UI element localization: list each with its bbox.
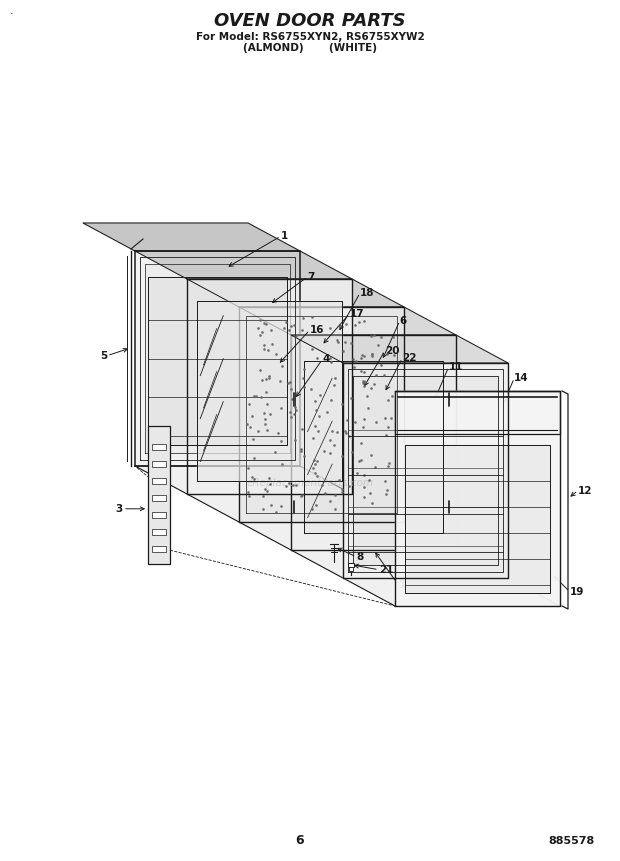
Text: 1: 1 bbox=[281, 232, 288, 241]
Bar bbox=[152, 495, 166, 501]
Polygon shape bbox=[187, 279, 352, 494]
Polygon shape bbox=[343, 363, 508, 578]
Text: eReplacementParts.com: eReplacementParts.com bbox=[246, 478, 374, 488]
Text: .: . bbox=[10, 6, 14, 16]
Bar bbox=[349, 567, 353, 571]
Text: 8: 8 bbox=[356, 552, 363, 561]
Polygon shape bbox=[83, 223, 300, 251]
Text: 12: 12 bbox=[578, 486, 593, 495]
Text: For Model: RS6755XYN2, RS6755XYW2: For Model: RS6755XYN2, RS6755XYW2 bbox=[196, 32, 424, 42]
Bar bbox=[152, 529, 166, 535]
Polygon shape bbox=[145, 264, 290, 453]
Polygon shape bbox=[239, 307, 456, 335]
Text: 5: 5 bbox=[100, 350, 107, 361]
Text: 885578: 885578 bbox=[549, 836, 595, 846]
Bar bbox=[152, 461, 166, 467]
Polygon shape bbox=[405, 445, 550, 593]
Polygon shape bbox=[187, 279, 404, 307]
Polygon shape bbox=[353, 376, 498, 565]
Text: 10: 10 bbox=[399, 580, 413, 590]
Bar bbox=[152, 444, 166, 450]
Bar bbox=[152, 546, 166, 552]
Polygon shape bbox=[135, 251, 352, 279]
Text: 17: 17 bbox=[350, 309, 364, 319]
Text: 20: 20 bbox=[385, 346, 399, 356]
Polygon shape bbox=[148, 276, 287, 444]
Text: 16: 16 bbox=[310, 325, 324, 335]
Text: 4: 4 bbox=[322, 355, 330, 364]
Text: 3: 3 bbox=[116, 504, 123, 514]
Polygon shape bbox=[135, 466, 560, 606]
Text: 11: 11 bbox=[449, 362, 463, 372]
Text: 22: 22 bbox=[402, 353, 417, 363]
Polygon shape bbox=[291, 335, 456, 550]
Text: 6: 6 bbox=[400, 316, 407, 325]
Bar bbox=[348, 563, 354, 567]
Bar bbox=[148, 426, 170, 564]
Text: 21: 21 bbox=[379, 565, 393, 574]
Text: 18: 18 bbox=[360, 288, 374, 298]
Text: 19: 19 bbox=[570, 586, 584, 597]
Bar bbox=[152, 512, 166, 518]
Text: (ALMOND)       (WHITE): (ALMOND) (WHITE) bbox=[243, 43, 377, 53]
Polygon shape bbox=[197, 300, 342, 481]
Text: 14: 14 bbox=[514, 373, 529, 383]
Text: OVEN DOOR PARTS: OVEN DOOR PARTS bbox=[214, 12, 406, 30]
Polygon shape bbox=[395, 391, 560, 606]
Text: 6: 6 bbox=[296, 834, 304, 847]
Text: 7: 7 bbox=[308, 272, 315, 282]
Bar bbox=[152, 478, 166, 484]
Polygon shape bbox=[135, 251, 300, 466]
Polygon shape bbox=[304, 361, 443, 533]
Polygon shape bbox=[239, 307, 404, 522]
Polygon shape bbox=[291, 335, 508, 363]
